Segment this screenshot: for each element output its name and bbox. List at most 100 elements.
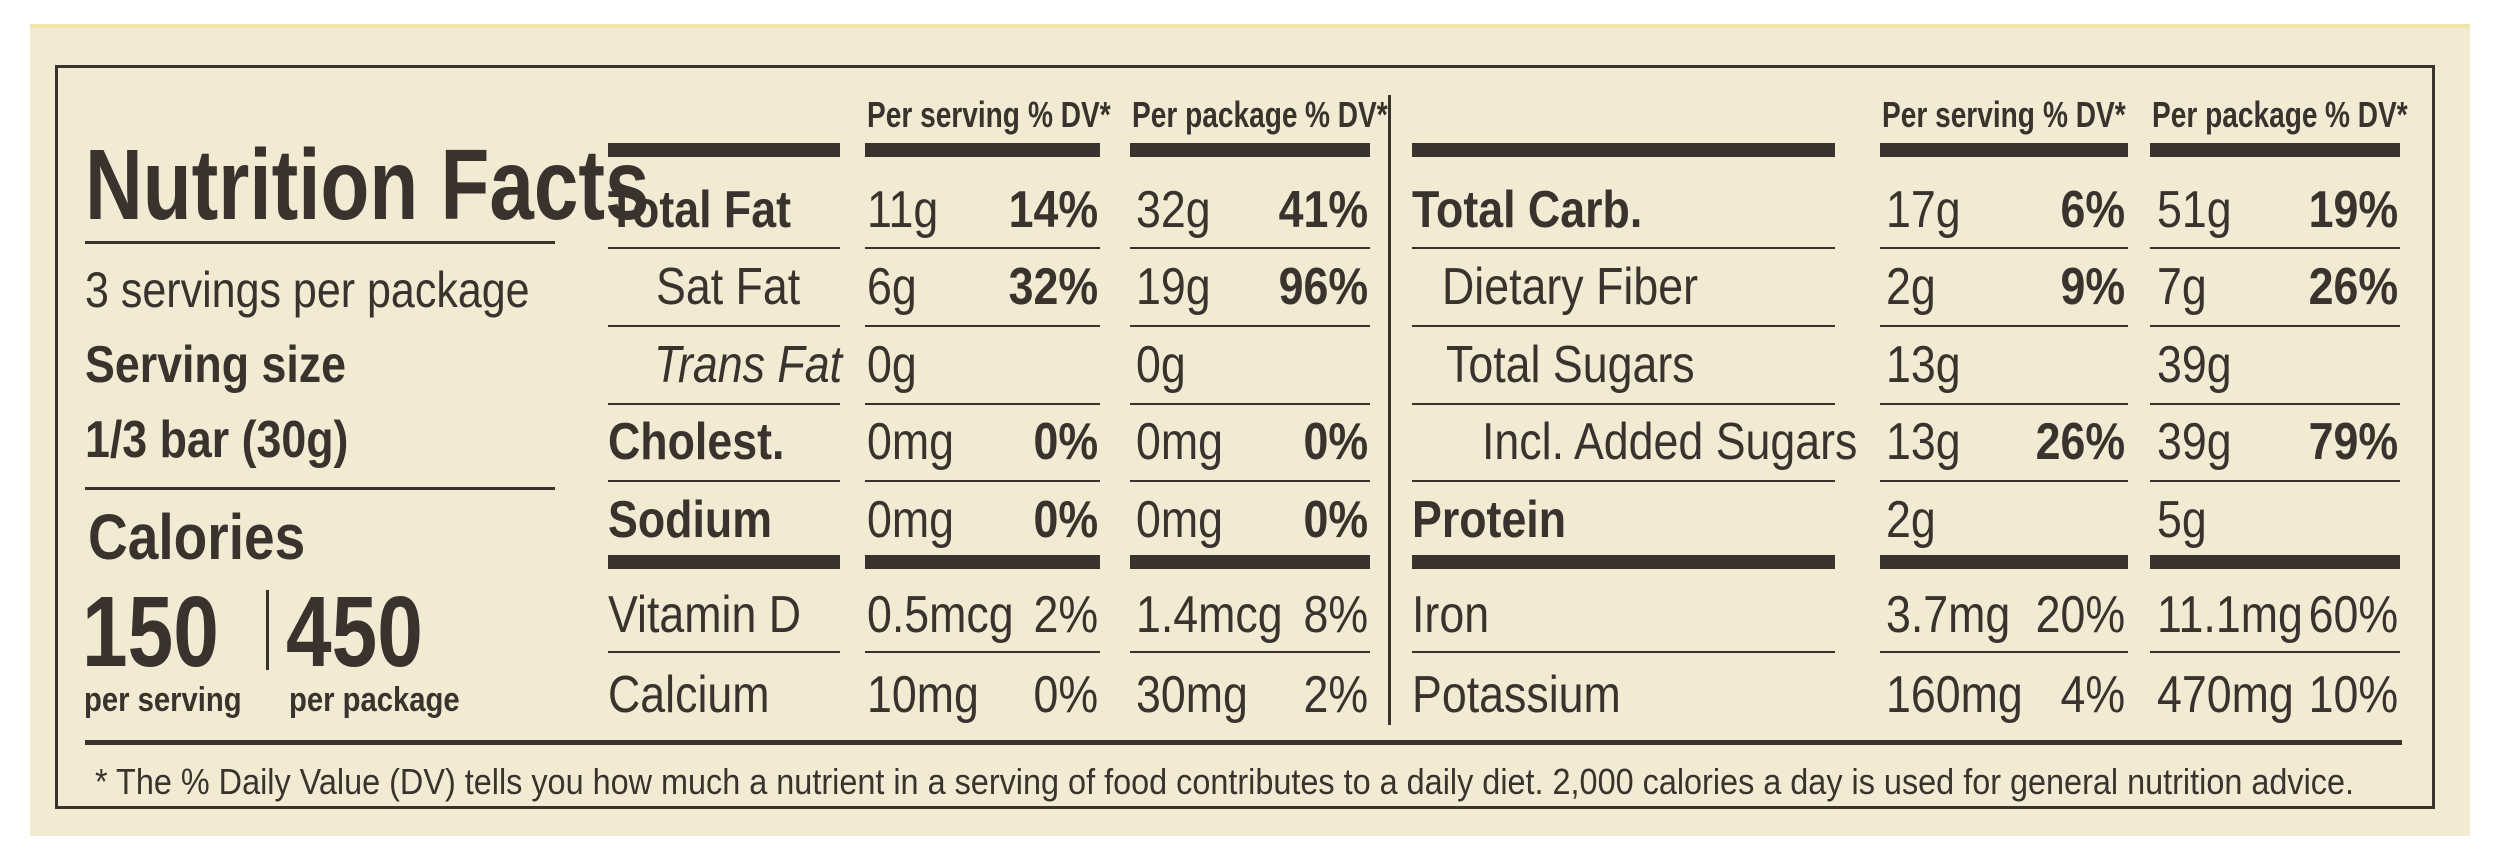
amount: 30mg bbox=[1136, 666, 1248, 724]
rule bbox=[865, 403, 1100, 405]
nutrient-name: Potassium bbox=[1412, 666, 1621, 724]
rule bbox=[2150, 247, 2400, 249]
column-header: Per serving bbox=[867, 94, 1020, 135]
amount: 160mg bbox=[1886, 666, 2023, 724]
nutrient-name: Total Carb. bbox=[1412, 181, 1643, 239]
daily-value: 19% bbox=[2308, 181, 2398, 239]
daily-value: 32% bbox=[1008, 258, 1098, 316]
serving-size: 1/3 bar (30g) bbox=[85, 411, 349, 469]
rule bbox=[1130, 651, 1370, 653]
amount: 0mg bbox=[867, 491, 954, 549]
thick-rule bbox=[1130, 555, 1370, 569]
rule bbox=[865, 325, 1100, 327]
amount: 0mg bbox=[1136, 491, 1223, 549]
daily-value: 0% bbox=[1033, 413, 1098, 471]
rule bbox=[608, 247, 840, 249]
thick-rule bbox=[1880, 555, 2128, 569]
rule bbox=[1130, 325, 1370, 327]
amount: 51g bbox=[2157, 181, 2232, 239]
rule bbox=[608, 651, 840, 653]
amount: 13g bbox=[1886, 336, 1961, 394]
daily-value: 9% bbox=[2060, 258, 2125, 316]
daily-value: 0% bbox=[1033, 491, 1098, 549]
column-header: Per package bbox=[1132, 94, 1298, 135]
calories-value: 450 bbox=[286, 576, 423, 688]
rule bbox=[2150, 480, 2400, 482]
amount: 0g bbox=[867, 336, 917, 394]
daily-value: 2% bbox=[1033, 586, 1098, 644]
rule bbox=[1412, 325, 1835, 327]
thick-rule bbox=[865, 555, 1100, 569]
rule bbox=[1130, 247, 1370, 249]
daily-value: 20% bbox=[2035, 586, 2125, 644]
amount: 32g bbox=[1136, 181, 1211, 239]
thick-rule bbox=[1880, 143, 2128, 157]
daily-value: 26% bbox=[2035, 413, 2125, 471]
daily-value: 4% bbox=[2060, 666, 2125, 724]
amount: 0mg bbox=[1136, 413, 1223, 471]
rule bbox=[85, 486, 555, 490]
calories-unit: per package bbox=[289, 681, 460, 719]
footnote: * The % Daily Value (DV) tells you how m… bbox=[95, 761, 2355, 802]
amount: 0.5mcg bbox=[867, 586, 1014, 644]
amount: 0g bbox=[1136, 336, 1186, 394]
daily-value: 8% bbox=[1303, 586, 1368, 644]
rule bbox=[1880, 325, 2128, 327]
title: Nutrition Facts bbox=[85, 129, 650, 241]
nutrient-name: Trans Fat bbox=[654, 336, 843, 394]
amount: 39g bbox=[2157, 413, 2232, 471]
nutrient-name: Total Sugars bbox=[1446, 336, 1695, 394]
amount: 17g bbox=[1886, 181, 1961, 239]
rule bbox=[608, 480, 840, 482]
thick-rule bbox=[2150, 555, 2400, 569]
rule bbox=[2150, 403, 2400, 405]
nutrient-name: Cholest. bbox=[608, 413, 785, 471]
nutrient-name: Calcium bbox=[608, 666, 770, 724]
daily-value: 6% bbox=[2060, 181, 2125, 239]
label-background bbox=[30, 28, 2470, 836]
rule bbox=[1412, 480, 1835, 482]
amount: 5g bbox=[2157, 491, 2207, 549]
amount: 0mg bbox=[867, 413, 954, 471]
divider bbox=[1388, 95, 1391, 725]
daily-value: 14% bbox=[1008, 181, 1098, 239]
thick-rule bbox=[1412, 555, 1835, 569]
thick-rule bbox=[608, 555, 840, 569]
thick-rule bbox=[85, 739, 2402, 745]
nutrient-name: Incl. Added Sugars bbox=[1482, 413, 1858, 471]
column-header: Per serving bbox=[1882, 94, 2035, 135]
rule bbox=[1130, 403, 1370, 405]
rule bbox=[1412, 651, 1835, 653]
rule bbox=[865, 480, 1100, 482]
amount: 7g bbox=[2157, 258, 2207, 316]
daily-value: 41% bbox=[1278, 181, 1368, 239]
thick-rule bbox=[1130, 143, 1370, 157]
nutrient-name: Sat Fat bbox=[656, 258, 801, 316]
rule bbox=[865, 247, 1100, 249]
amount: 6g bbox=[867, 258, 917, 316]
daily-value: 26% bbox=[2308, 258, 2398, 316]
amount: 10mg bbox=[867, 666, 979, 724]
thick-rule bbox=[865, 143, 1100, 157]
rule bbox=[1880, 480, 2128, 482]
calories-unit: per serving bbox=[84, 681, 242, 719]
rule bbox=[608, 403, 840, 405]
daily-value: 79% bbox=[2308, 413, 2398, 471]
daily-value: 96% bbox=[1278, 258, 1368, 316]
daily-value: 2% bbox=[1303, 666, 1368, 724]
amount: 39g bbox=[2157, 336, 2232, 394]
column-header-unit: % DV* bbox=[1027, 94, 1111, 135]
column-header-unit: % DV* bbox=[2042, 94, 2126, 135]
rule bbox=[85, 240, 555, 244]
rule bbox=[865, 651, 1100, 653]
nutrient-name: Dietary Fiber bbox=[1442, 258, 1698, 316]
rule bbox=[1412, 247, 1835, 249]
rule bbox=[1130, 480, 1370, 482]
daily-value: 0% bbox=[1033, 666, 1098, 724]
rule bbox=[1880, 403, 2128, 405]
daily-value: 10% bbox=[2308, 666, 2398, 724]
serving-size-label: Serving size bbox=[85, 336, 346, 394]
rule bbox=[1880, 247, 2128, 249]
daily-value: 0% bbox=[1303, 413, 1368, 471]
